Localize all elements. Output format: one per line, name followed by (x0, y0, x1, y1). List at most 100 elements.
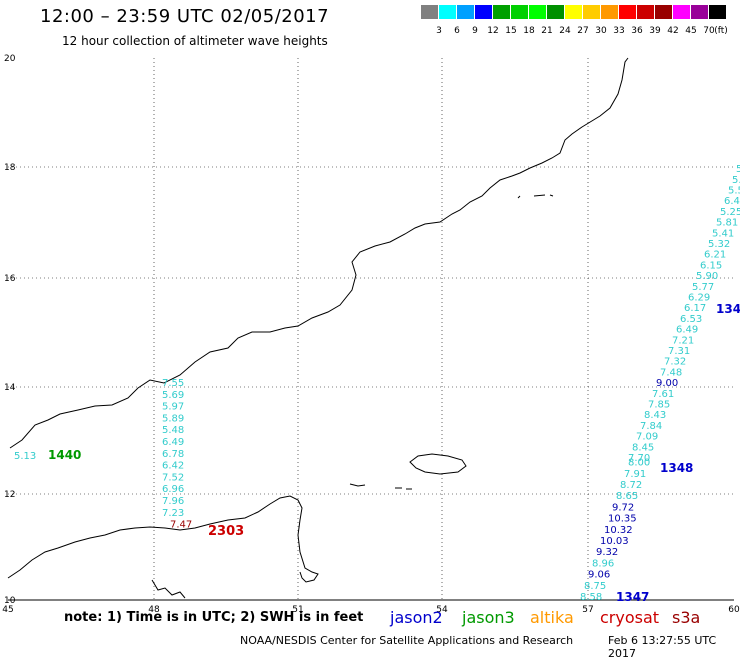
track-value: 6.43 (724, 196, 740, 207)
legend-swatch (673, 5, 690, 19)
track-value: 9.32 (596, 547, 618, 558)
footer-note: note: 1) Time is in UTC; 2) SWH is in fe… (64, 610, 364, 625)
legend-label: 18 (523, 26, 535, 36)
legend-swatch (637, 5, 654, 19)
track-value: 9.00 (656, 378, 678, 389)
track-value: 7.09 (636, 432, 658, 443)
track-label-1440: 1440 (48, 448, 81, 462)
track-value: 7.61 (652, 389, 674, 400)
legend-label: 45 (685, 26, 697, 36)
island-small-4 (151, 579, 186, 599)
track-value: 7.84 (640, 421, 662, 432)
sat-altika: altika (530, 608, 574, 627)
track-value: 8.75 (584, 581, 606, 592)
sat-jason3: jason3 (462, 608, 515, 627)
track-value: 5.13 (14, 451, 36, 462)
legend-label: 21 (541, 26, 553, 36)
track-value: 6.42 (162, 461, 184, 472)
track-value: 9.72 (612, 502, 634, 513)
track-value: 5.77 (692, 282, 714, 293)
track-value: 8.00 (628, 458, 650, 469)
track-value: 10.03 (600, 536, 629, 547)
track-value: 6.17 (684, 303, 706, 314)
x-tick-label: 57 (582, 605, 593, 615)
legend-swatch (709, 5, 726, 19)
island-small-1 (349, 483, 366, 487)
legend-label: 24 (559, 26, 571, 36)
track-value: 7.48 (660, 367, 682, 378)
legend-label: 70 (703, 26, 715, 36)
legend-swatch (493, 5, 510, 19)
legend-label: 42 (667, 26, 679, 36)
track-value: 5.97 (162, 402, 184, 413)
legend-swatch (421, 5, 438, 19)
legend-label: 3 (436, 26, 442, 36)
legend-swatch (511, 5, 528, 19)
track-value: 9.06 (588, 570, 610, 581)
y-tick-label: 14 (4, 383, 16, 393)
map-subtitle: 12 hour collection of altimeter wave hei… (62, 34, 328, 48)
track-value: 10.32 (604, 525, 633, 536)
track-label-1348: 1348 (660, 461, 693, 475)
track-value: 6.21 (704, 250, 726, 261)
legend-label: 15 (505, 26, 517, 36)
track-value: 7.23 (162, 508, 184, 519)
track-value: 6.96 (162, 484, 184, 495)
track-value: 8.58 (580, 592, 602, 603)
track-value: 7.96 (162, 496, 184, 507)
track-value: 7.91 (624, 469, 646, 480)
track-value: 8.43 (644, 410, 666, 421)
map-title: 12:00 – 23:59 UTC 02/05/2017 (40, 6, 330, 27)
track-value: 7.55 (162, 378, 184, 389)
track-value: 6.53 (680, 314, 702, 325)
track-value: 5.25 (720, 207, 740, 218)
island-small-3 (517, 194, 554, 199)
legend-swatch (691, 5, 708, 19)
track-value: 7.31 (668, 346, 690, 357)
track-label-1347: 1347 (616, 590, 649, 604)
legend-swatch (601, 5, 618, 19)
track-value: 10.35 (608, 514, 637, 525)
track-value: 5.32 (708, 239, 730, 250)
legend-swatch (655, 5, 672, 19)
track-label-2303: 2303 (208, 524, 244, 539)
legend-swatch (457, 5, 474, 19)
legend-swatch (619, 5, 636, 19)
track-value: 7.21 (672, 335, 694, 346)
track-value: 7.47 (170, 520, 192, 531)
legend-swatch (439, 5, 456, 19)
legend-label: 33 (613, 26, 625, 36)
track-value: 7.85 (648, 400, 670, 411)
track-value: 7.70 (628, 453, 650, 464)
track-value: 5.41 (712, 228, 734, 239)
track-value: 5.89 (162, 413, 184, 424)
legend-swatch (583, 5, 600, 19)
coastline-africa (7, 495, 319, 583)
sat-jason2: jason2 (390, 608, 443, 627)
x-tick-label: 51 (292, 605, 303, 615)
legend-label: 36 (631, 26, 643, 36)
legend-label: 6 (454, 26, 460, 36)
y-tick-label: 18 (4, 163, 16, 173)
track-value: 6.49 (162, 437, 184, 448)
legend-unit: (ft) (714, 26, 728, 36)
legend-swatch (565, 5, 582, 19)
legend-label: 12 (487, 26, 499, 36)
legend-swatch (475, 5, 492, 19)
track-value: 8.45 (632, 442, 654, 453)
sat-cryosat: cryosat (600, 608, 660, 627)
y-tick-label: 12 (4, 490, 15, 500)
legend-label: 9 (472, 26, 478, 36)
track-value: 5.81 (716, 218, 738, 229)
track-value: 5.69 (162, 390, 184, 401)
y-tick-label: 16 (4, 274, 16, 284)
track-label-134: 134 (716, 302, 740, 316)
track-value: 8.96 (592, 558, 614, 569)
legend-label: 30 (595, 26, 607, 36)
track-value: 5.48 (162, 425, 184, 436)
track-value: 8.72 (620, 480, 642, 491)
track-value: 6.78 (162, 449, 184, 460)
legend-swatch (529, 5, 546, 19)
